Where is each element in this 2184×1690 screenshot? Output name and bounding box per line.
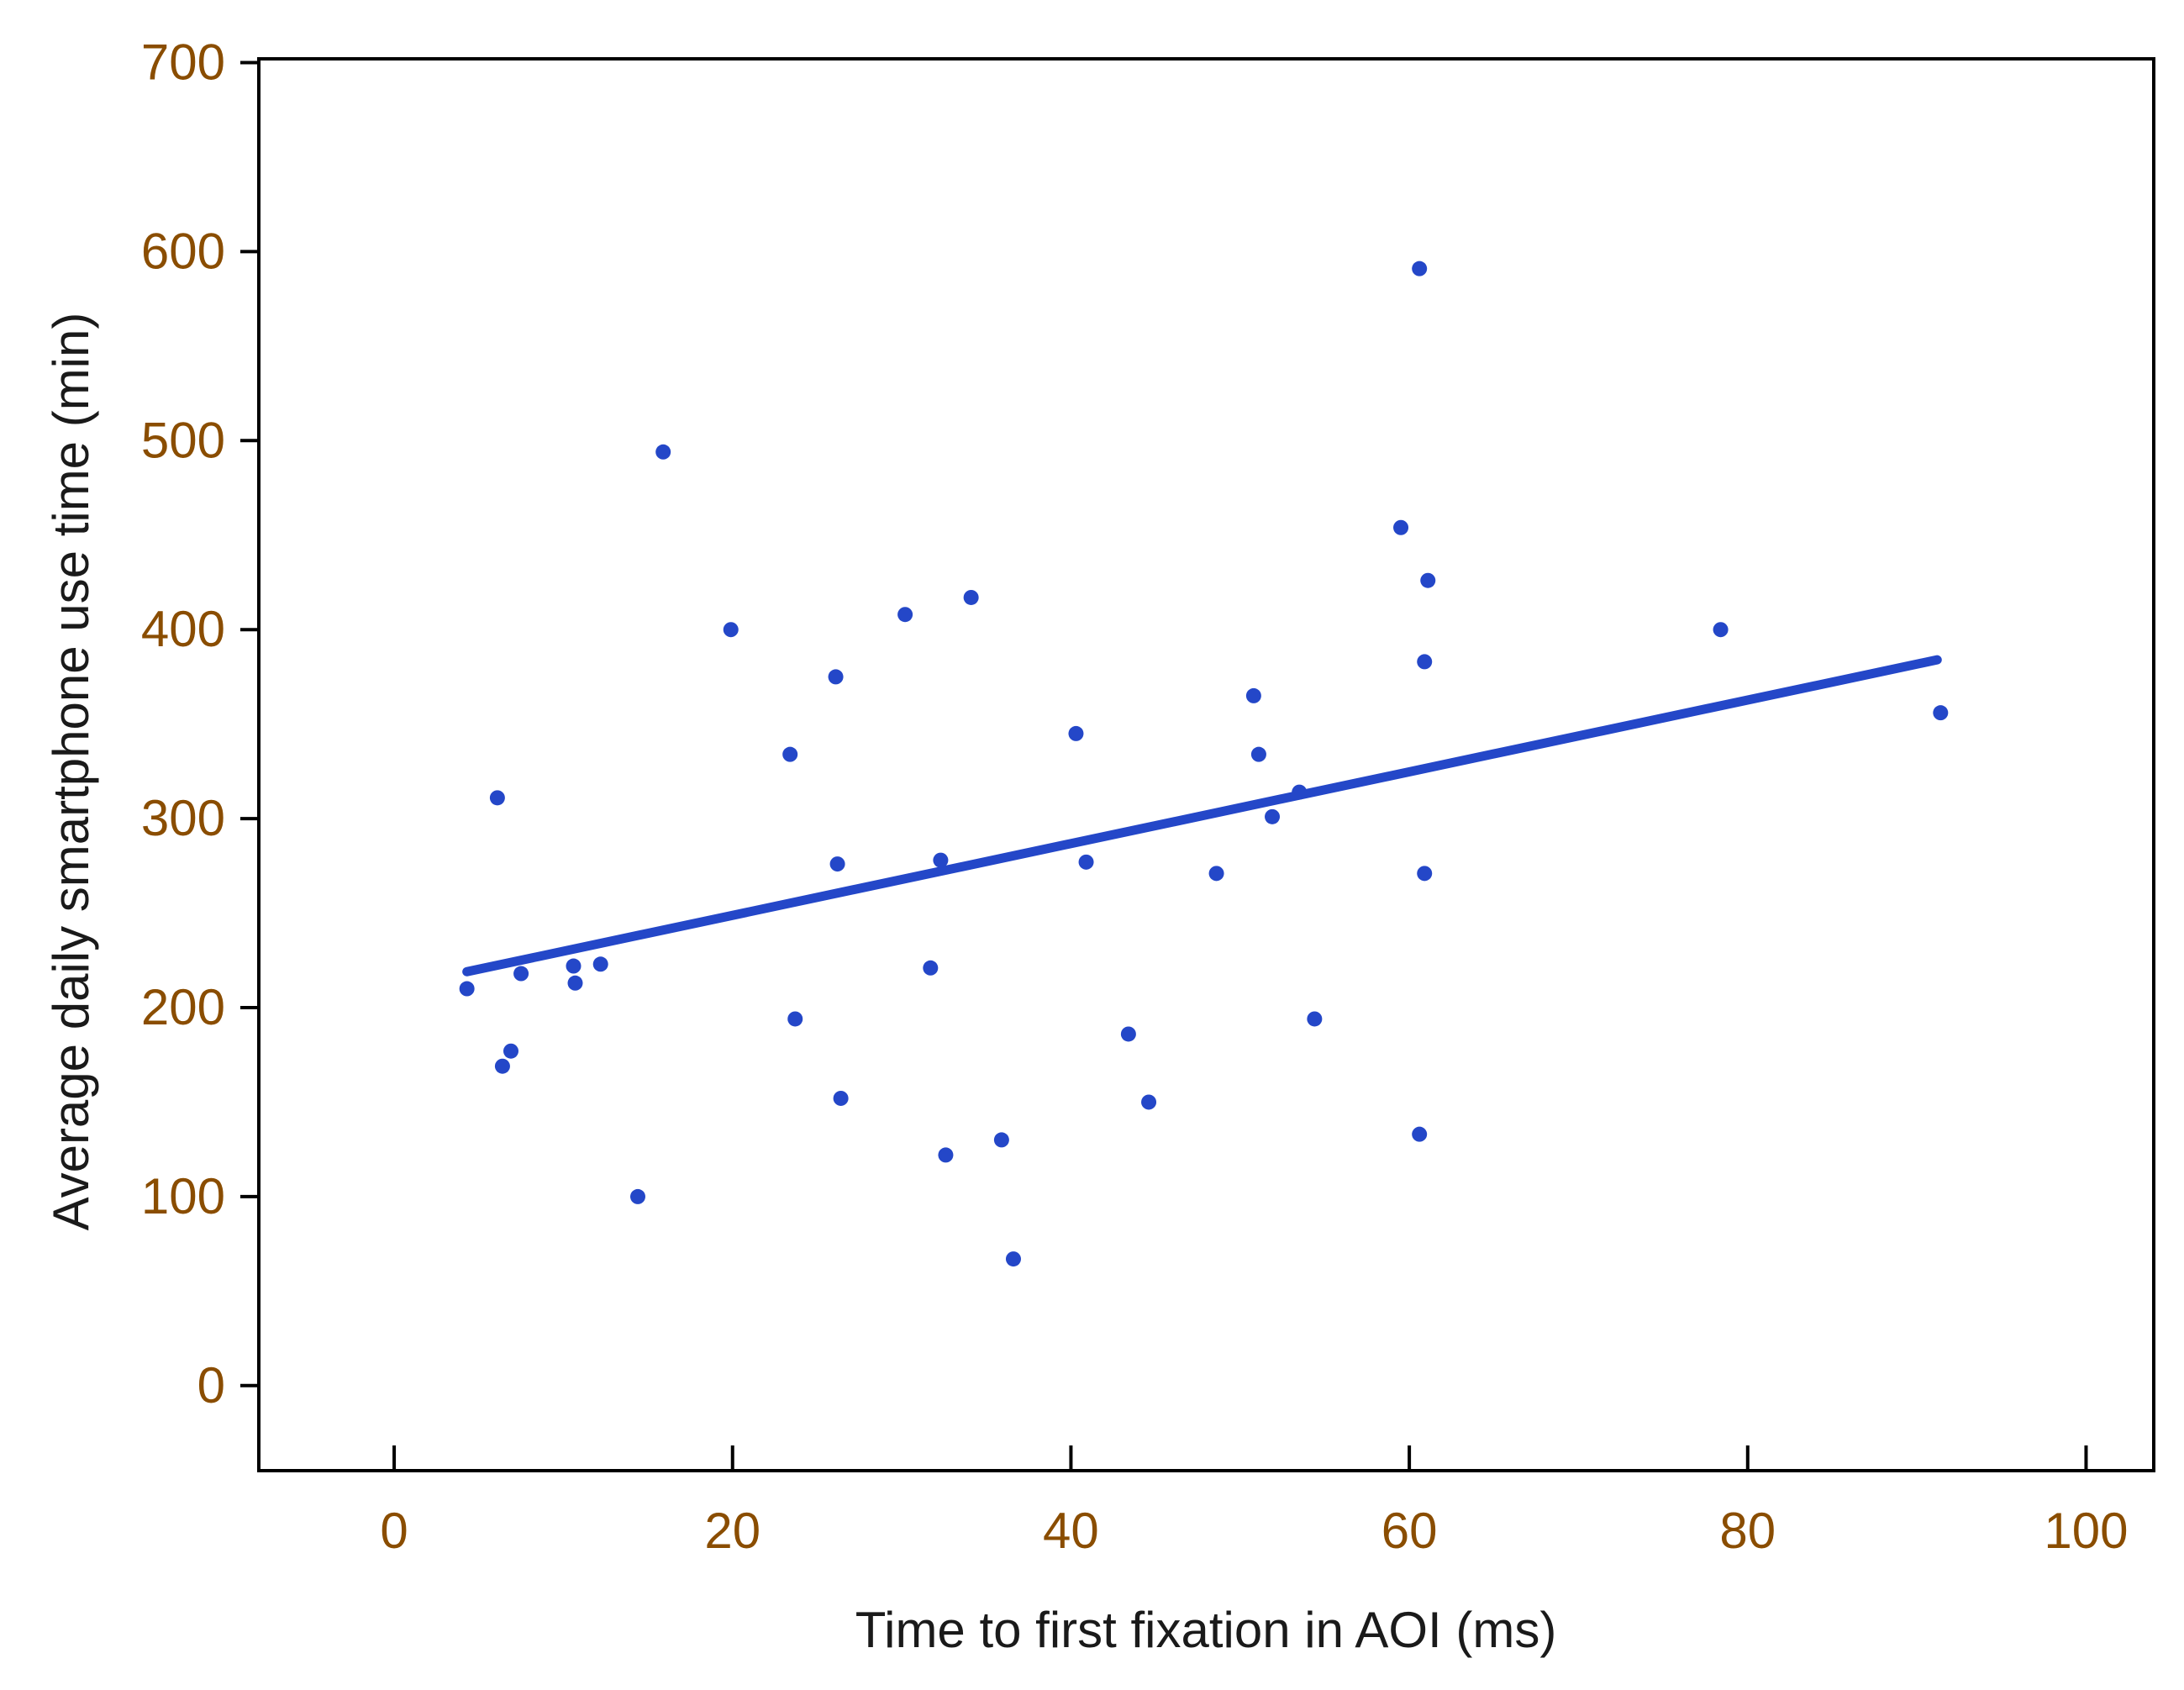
data-point (1078, 854, 1094, 870)
y-tick-label: 500 (141, 412, 225, 468)
y-tick-label: 300 (141, 790, 225, 846)
data-point (592, 956, 608, 972)
data-point (503, 1043, 518, 1059)
data-point (1005, 1251, 1021, 1267)
data-point (655, 444, 671, 460)
x-tick-label: 60 (1381, 1503, 1438, 1559)
data-point (1292, 784, 1308, 800)
data-point (567, 975, 583, 991)
data-point (1412, 1126, 1428, 1142)
data-point (1141, 1094, 1157, 1110)
x-axis-title: Time to first fixation in AOI (ms) (855, 1602, 1557, 1658)
plot-frame (257, 57, 2155, 1472)
data-point (993, 1132, 1009, 1148)
y-axis-title: Average daily smartphone use time (min) (43, 313, 99, 1231)
data-point (938, 1147, 954, 1163)
data-point (494, 1058, 510, 1074)
data-point (933, 852, 949, 868)
data-point (1713, 622, 1729, 638)
data-point (1393, 519, 1409, 535)
data-point (1417, 866, 1433, 882)
y-axis-ticks: 0 100 200 300 400 500 600 700 (141, 34, 259, 1414)
y-tick-label: 600 (141, 223, 225, 279)
data-point (1120, 1026, 1136, 1042)
x-axis-ticks: 0 20 40 60 80 100 (380, 1445, 2129, 1559)
trend-line-group (462, 655, 1942, 977)
data-point (1417, 654, 1433, 670)
data-point (828, 669, 844, 685)
data-point (566, 958, 582, 974)
data-point (1933, 705, 1949, 721)
data-point (1250, 746, 1266, 762)
data-point (923, 960, 939, 976)
x-tick-label: 0 (380, 1503, 408, 1559)
y-tick-label: 700 (141, 34, 225, 90)
data-point (1420, 572, 1436, 588)
data-point (1265, 808, 1281, 824)
regression-line (462, 655, 1942, 977)
data-point (459, 981, 475, 997)
data-points (459, 261, 1949, 1267)
data-point (897, 607, 913, 623)
data-point (963, 589, 979, 605)
data-point (723, 622, 739, 638)
x-tick-label: 20 (704, 1503, 760, 1559)
data-point (787, 1011, 803, 1027)
data-point (489, 790, 505, 806)
data-point (1412, 261, 1428, 276)
y-tick-label: 400 (141, 601, 225, 657)
y-tick-label: 100 (141, 1168, 225, 1224)
data-point (829, 856, 845, 872)
data-point (1245, 687, 1261, 703)
data-point (630, 1188, 645, 1204)
y-tick-label: 0 (197, 1357, 225, 1414)
data-point (1208, 866, 1224, 882)
x-tick-label: 80 (1719, 1503, 1776, 1559)
data-point (513, 966, 529, 982)
x-tick-label: 100 (2044, 1503, 2128, 1559)
y-tick-label: 200 (141, 979, 225, 1035)
data-point (833, 1090, 849, 1106)
data-point (1068, 725, 1084, 741)
data-point (1307, 1011, 1323, 1027)
x-tick-label: 40 (1043, 1503, 1099, 1559)
data-point (782, 746, 798, 762)
